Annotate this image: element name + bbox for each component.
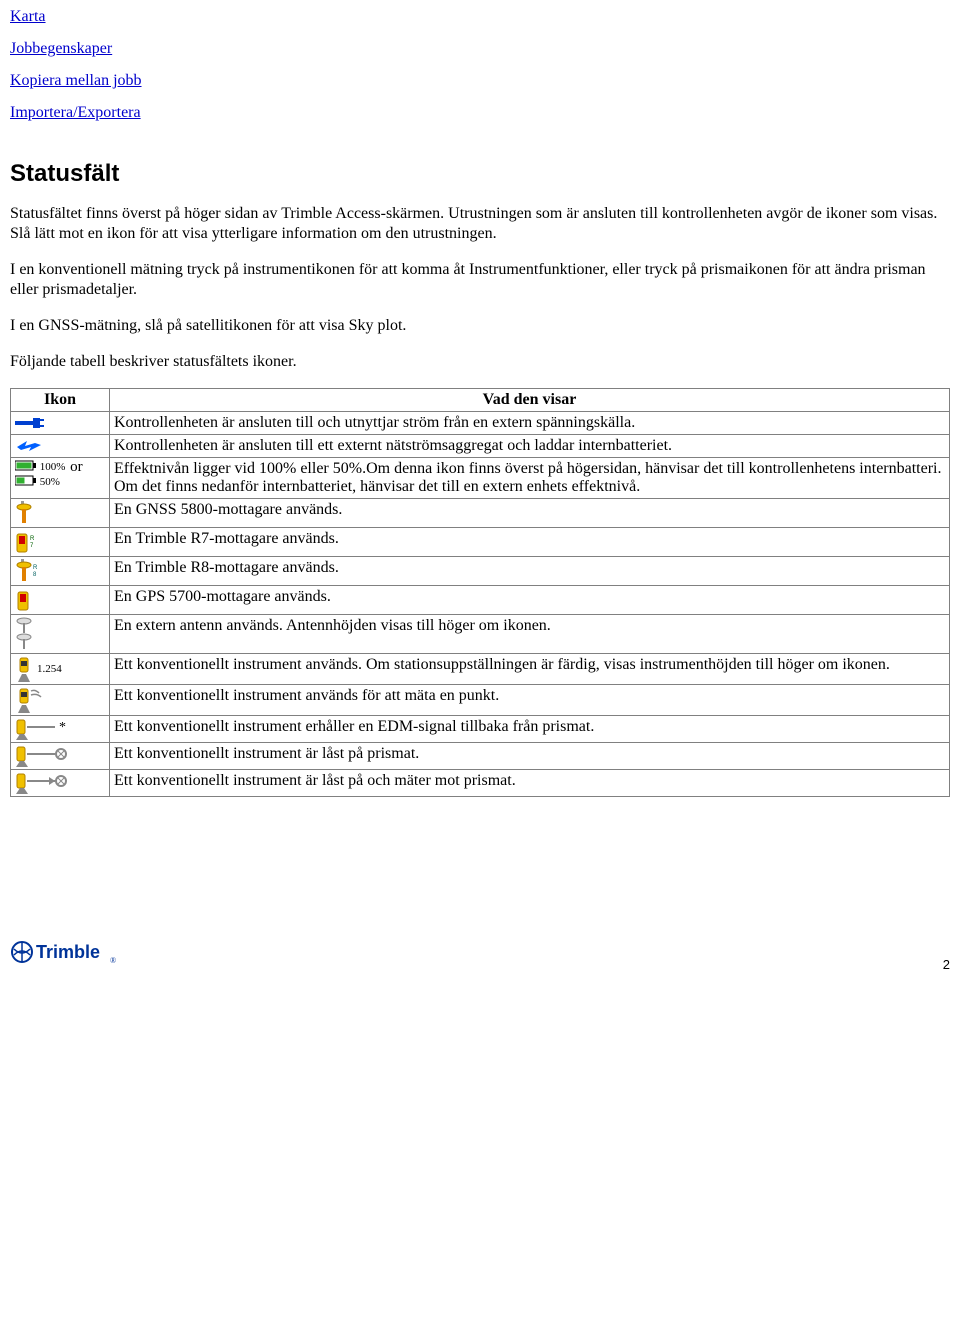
table-header-row: Ikon Vad den visar (11, 389, 950, 412)
table-row: * Ett konventionellt instrument erhåller… (11, 716, 950, 743)
row-text: En Trimble R7-mottagare används. (110, 528, 950, 557)
page-footer: Trimble ® 2 (10, 937, 950, 972)
trimble-r8-icon: R 8 (15, 559, 41, 583)
conventional-locked-measure-icon (15, 772, 71, 794)
gps-5700-icon (15, 588, 31, 612)
row-text: Effektnivån ligger vid 100% eller 50%.Om… (110, 458, 950, 499)
row-text: En GPS 5700-mottagare används. (110, 586, 950, 615)
nav-link-jobbegenskaper[interactable]: Jobbegenskaper (10, 40, 112, 58)
row-text: Kontrollenheten är ansluten till och utn… (110, 412, 950, 435)
svg-text:8: 8 (33, 572, 37, 578)
row-text: Ett konventionellt instrument är låst på… (110, 770, 950, 797)
svg-text:R: R (30, 536, 35, 542)
svg-text:*: * (59, 720, 66, 735)
row-text: Kontrollenheten är ansluten till ett ext… (110, 435, 950, 458)
row-text: Ett konventionellt instrument erhåller e… (110, 716, 950, 743)
instrument-height-label: 1.254 (37, 663, 62, 675)
plug-icon (15, 416, 45, 430)
battery-or-label: or (70, 459, 83, 475)
battery-100-label: 100% (40, 461, 66, 473)
col-header-vad: Vad den visar (110, 389, 950, 412)
para-1: Statusfältet finns överst på höger sidan… (10, 204, 950, 244)
icon-cell-conventional: 1.254 (11, 654, 110, 685)
page-number: 2 (943, 957, 950, 972)
para-4: Följande tabell beskriver statusfältets … (10, 352, 950, 372)
table-row: En GPS 5700-mottagare används. (11, 586, 950, 615)
trimble-r7-icon: R 7 (15, 530, 37, 554)
row-text: En Trimble R8-mottagare används. (110, 557, 950, 586)
battery-50-icon (15, 475, 37, 486)
table-row: 100% or 50% Effektnivån ligger vid 100% … (11, 458, 950, 499)
table-row: R 7 En Trimble R7-mottagare används. (11, 528, 950, 557)
svg-text:Trimble: Trimble (36, 942, 100, 962)
table-row: Ett konventionellt instrument används fö… (11, 685, 950, 716)
icon-cell-r8: R 8 (11, 557, 110, 586)
icon-cell-plug (11, 412, 110, 435)
table-row: En GNSS 5800-mottagare används. (11, 499, 950, 528)
para-3: I en GNSS-mätning, slå på satellitikonen… (10, 316, 950, 336)
row-text: En extern antenn används. Antennhöjden v… (110, 615, 950, 654)
icon-cell-battery: 100% or 50% (11, 458, 110, 499)
table-row: Kontrollenheten är ansluten till och utn… (11, 412, 950, 435)
icon-cell-gps5700 (11, 586, 110, 615)
conventional-measure-icon (15, 687, 47, 713)
table-row: Kontrollenheten är ansluten till ett ext… (11, 435, 950, 458)
icon-cell-bolt (11, 435, 110, 458)
icon-cell-antenna (11, 615, 110, 654)
svg-text:7: 7 (30, 543, 34, 549)
nav-link-karta[interactable]: Karta (10, 8, 46, 26)
table-row: 1.254 Ett konventionellt instrument anvä… (11, 654, 950, 685)
icon-cell-conv-measure (11, 685, 110, 716)
conventional-locked-icon (15, 745, 71, 767)
table-row: R 8 En Trimble R8-mottagare används. (11, 557, 950, 586)
para-2: I en konventionell mätning tryck på inst… (10, 260, 950, 300)
table-row: En extern antenn används. Antennhöjden v… (11, 615, 950, 654)
lightning-bolt-icon (15, 439, 43, 453)
trimble-logo: Trimble ® (10, 937, 120, 972)
row-text: En GNSS 5800-mottagare används. (110, 499, 950, 528)
row-text: Ett konventionellt instrument är låst på… (110, 743, 950, 770)
gnss-5800-icon (15, 501, 33, 525)
icon-cell-gnss5800 (11, 499, 110, 528)
nav-link-kopiera[interactable]: Kopiera mellan jobb (10, 72, 142, 90)
table-row: Ett konventionellt instrument är låst på… (11, 743, 950, 770)
conventional-edm-icon: * (15, 718, 71, 740)
conventional-instrument-icon (15, 656, 33, 682)
section-heading: Statusfält (10, 160, 950, 188)
svg-text:R: R (33, 565, 38, 571)
svg-text:®: ® (110, 956, 116, 965)
battery-100-icon (15, 460, 37, 471)
icon-cell-conv-locked-measure (11, 770, 110, 797)
icon-cell-conv-edm: * (11, 716, 110, 743)
col-header-ikon: Ikon (11, 389, 110, 412)
icon-cell-conv-locked (11, 743, 110, 770)
table-row: Ett konventionellt instrument är låst på… (11, 770, 950, 797)
battery-50-label: 50% (40, 476, 60, 488)
nav-link-importera[interactable]: Importera/Exportera (10, 104, 141, 122)
external-antenna-icon (15, 617, 33, 651)
row-text: Ett konventionellt instrument används. O… (110, 654, 950, 685)
status-icon-table: Ikon Vad den visar Kontrollenheten är an… (10, 388, 950, 797)
nav-links: Karta Jobbegenskaper Kopiera mellan jobb… (10, 8, 950, 136)
icon-cell-r7: R 7 (11, 528, 110, 557)
row-text: Ett konventionellt instrument används fö… (110, 685, 950, 716)
